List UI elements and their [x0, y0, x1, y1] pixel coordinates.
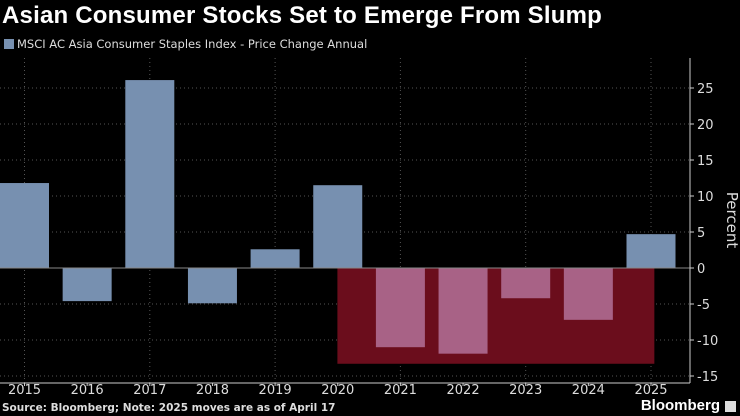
x-tick-label: 2019 — [259, 383, 292, 398]
y-tick-label: 10 — [697, 190, 714, 205]
bar-2024 — [563, 268, 613, 320]
x-tick-label: 2025 — [634, 383, 667, 398]
source-note: Source: Bloomberg; Note: 2025 moves are … — [2, 402, 336, 414]
chart-icon — [725, 401, 736, 412]
y-tick-label: -15 — [697, 370, 718, 385]
bar-2018 — [187, 268, 237, 304]
y-tick-label: 20 — [697, 118, 714, 133]
bar-2021 — [375, 268, 425, 348]
x-tick-label: 2022 — [447, 383, 480, 398]
x-tick-label: 2024 — [572, 383, 605, 398]
x-tick-label: 2020 — [321, 383, 354, 398]
chart-title: Asian Consumer Stocks Set to Emerge From… — [2, 2, 603, 29]
bar-2017 — [125, 80, 175, 268]
bloomberg-logo: Bloomberg — [640, 397, 720, 414]
bar-2025 — [626, 234, 676, 268]
y-axis-label: Percent — [723, 192, 740, 249]
bar-2019 — [250, 249, 300, 268]
bar-2020 — [313, 185, 363, 268]
y-tick-label: -10 — [697, 334, 718, 349]
x-tick-label: 2015 — [8, 383, 41, 398]
bar-2023 — [501, 268, 551, 299]
legend-swatch — [4, 39, 14, 49]
x-tick-label: 2017 — [133, 383, 166, 398]
y-tick-label: 15 — [697, 154, 714, 169]
bar-2016 — [62, 268, 112, 302]
y-tick-label: -5 — [697, 298, 710, 313]
bar-2015 — [0, 183, 49, 268]
y-tick-label: 0 — [697, 262, 705, 277]
y-tick-label: 25 — [697, 82, 714, 97]
y-tick-label: 5 — [697, 226, 705, 241]
bar-2022 — [438, 268, 488, 354]
x-tick-label: 2023 — [509, 383, 542, 398]
x-tick-label: 2018 — [196, 383, 229, 398]
x-tick-label: 2021 — [384, 383, 417, 398]
x-tick-label: 2016 — [71, 383, 104, 398]
legend: MSCI AC Asia Consumer Staples Index - Pr… — [4, 37, 367, 51]
legend-label: MSCI AC Asia Consumer Staples Index - Pr… — [17, 37, 368, 51]
